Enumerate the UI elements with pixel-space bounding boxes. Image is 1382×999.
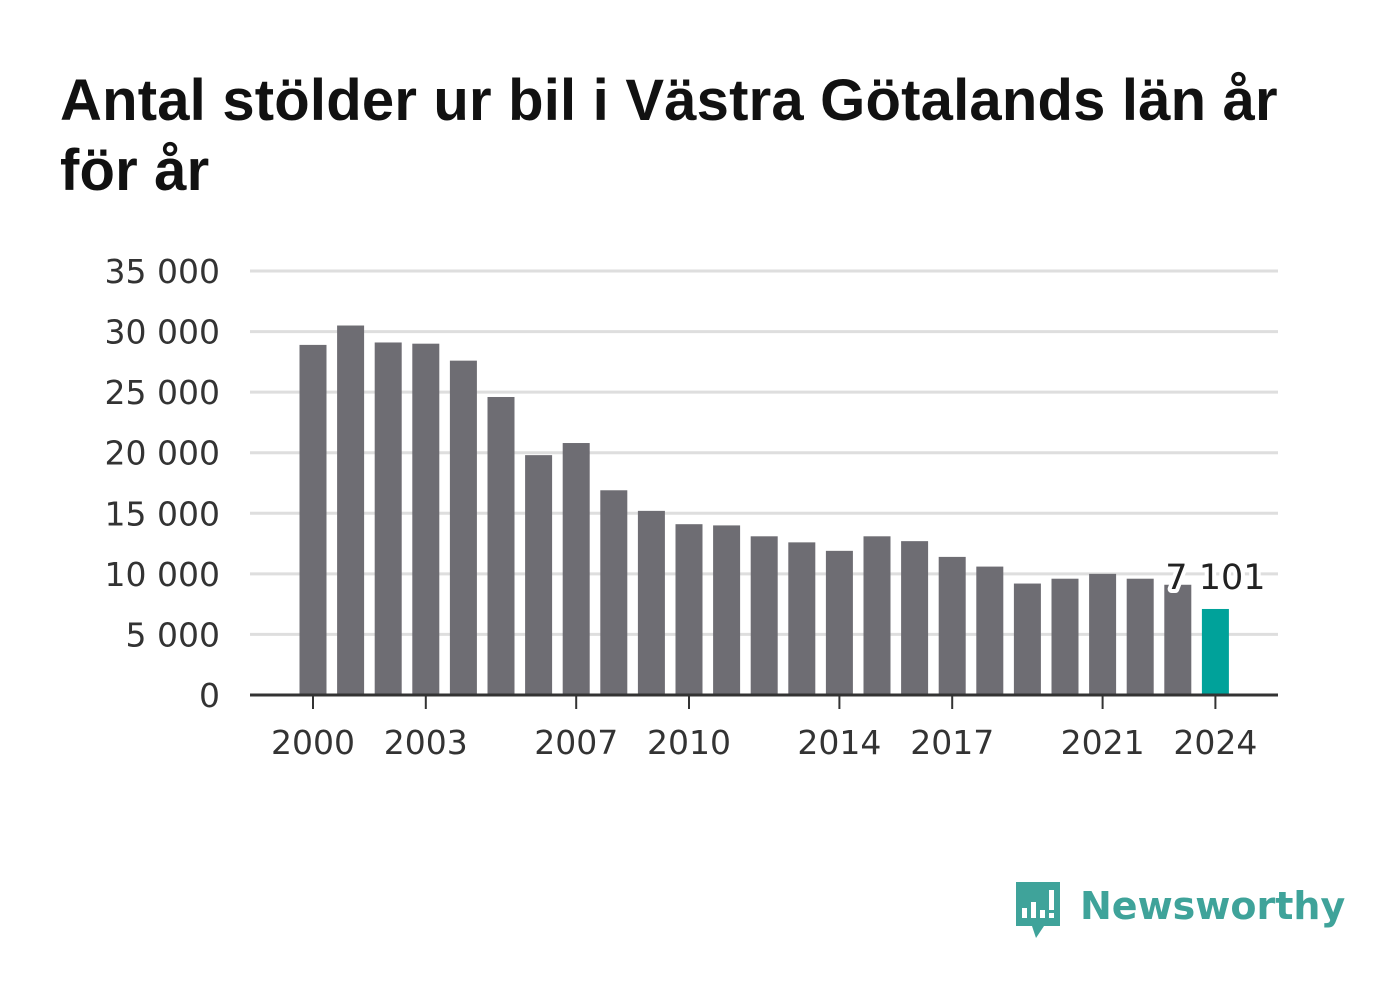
- y-tick-label: 15 000: [105, 494, 220, 533]
- bar: [675, 524, 703, 695]
- bar: [750, 536, 778, 695]
- bar: [1164, 584, 1192, 695]
- x-tick-label: 2017: [910, 723, 994, 762]
- bar: [412, 343, 440, 695]
- brand-name: Newsworthy: [1080, 884, 1346, 928]
- highlight-value-label: 7 101: [1165, 558, 1265, 598]
- bar-highlight: [1201, 608, 1229, 695]
- x-tick-label: 2007: [534, 723, 618, 762]
- bar: [525, 455, 553, 695]
- bars: [299, 325, 1229, 695]
- bar: [976, 566, 1004, 695]
- bar: [449, 360, 477, 695]
- y-tick-label: 5 000: [126, 615, 220, 654]
- brand-logo: Newsworthy: [1012, 880, 1345, 940]
- bar: [825, 550, 853, 695]
- x-tick-labels: 2000 2003 2007 2010 2014 2017 2021 2024: [271, 723, 1257, 762]
- bar: [1013, 583, 1041, 695]
- x-tick-label: 2024: [1173, 723, 1257, 762]
- bar: [713, 525, 741, 695]
- y-tick-label: 0: [199, 676, 220, 715]
- bar: [863, 536, 891, 695]
- bar: [299, 344, 327, 695]
- y-tick-labels: 0 5 000 10 000 15 000 20 000 25 000 30 000 35 0…: [105, 252, 220, 715]
- bar: [938, 556, 966, 695]
- x-tick-label: 2021: [1061, 723, 1145, 762]
- bar: [337, 325, 365, 695]
- y-tick-label: 35 000: [105, 252, 220, 291]
- bar: [1051, 578, 1079, 695]
- bar: [600, 490, 628, 695]
- bar: [1126, 578, 1154, 695]
- y-tick-label: 25 000: [105, 373, 220, 412]
- bar-chart-bubble-icon: [1016, 882, 1060, 938]
- x-tick-label: 2003: [384, 723, 468, 762]
- bar: [1089, 573, 1117, 695]
- x-tick-label: 2000: [271, 723, 355, 762]
- x-tick-label: 2010: [647, 723, 731, 762]
- x-tick-label: 2014: [797, 723, 881, 762]
- y-tick-label: 10 000: [105, 555, 220, 594]
- bar: [487, 396, 515, 695]
- bar: [562, 443, 590, 695]
- bar: [788, 542, 816, 695]
- bar: [901, 541, 929, 695]
- bar: [637, 510, 665, 695]
- chart-title: Antal stölder ur bil i Västra Götalands …: [60, 68, 1278, 203]
- x-axis: [250, 693, 1278, 709]
- bar: [374, 342, 402, 695]
- annotations: 7 101: [1161, 554, 1269, 602]
- y-tick-label: 30 000: [105, 313, 220, 352]
- y-tick-label: 20 000: [105, 434, 220, 473]
